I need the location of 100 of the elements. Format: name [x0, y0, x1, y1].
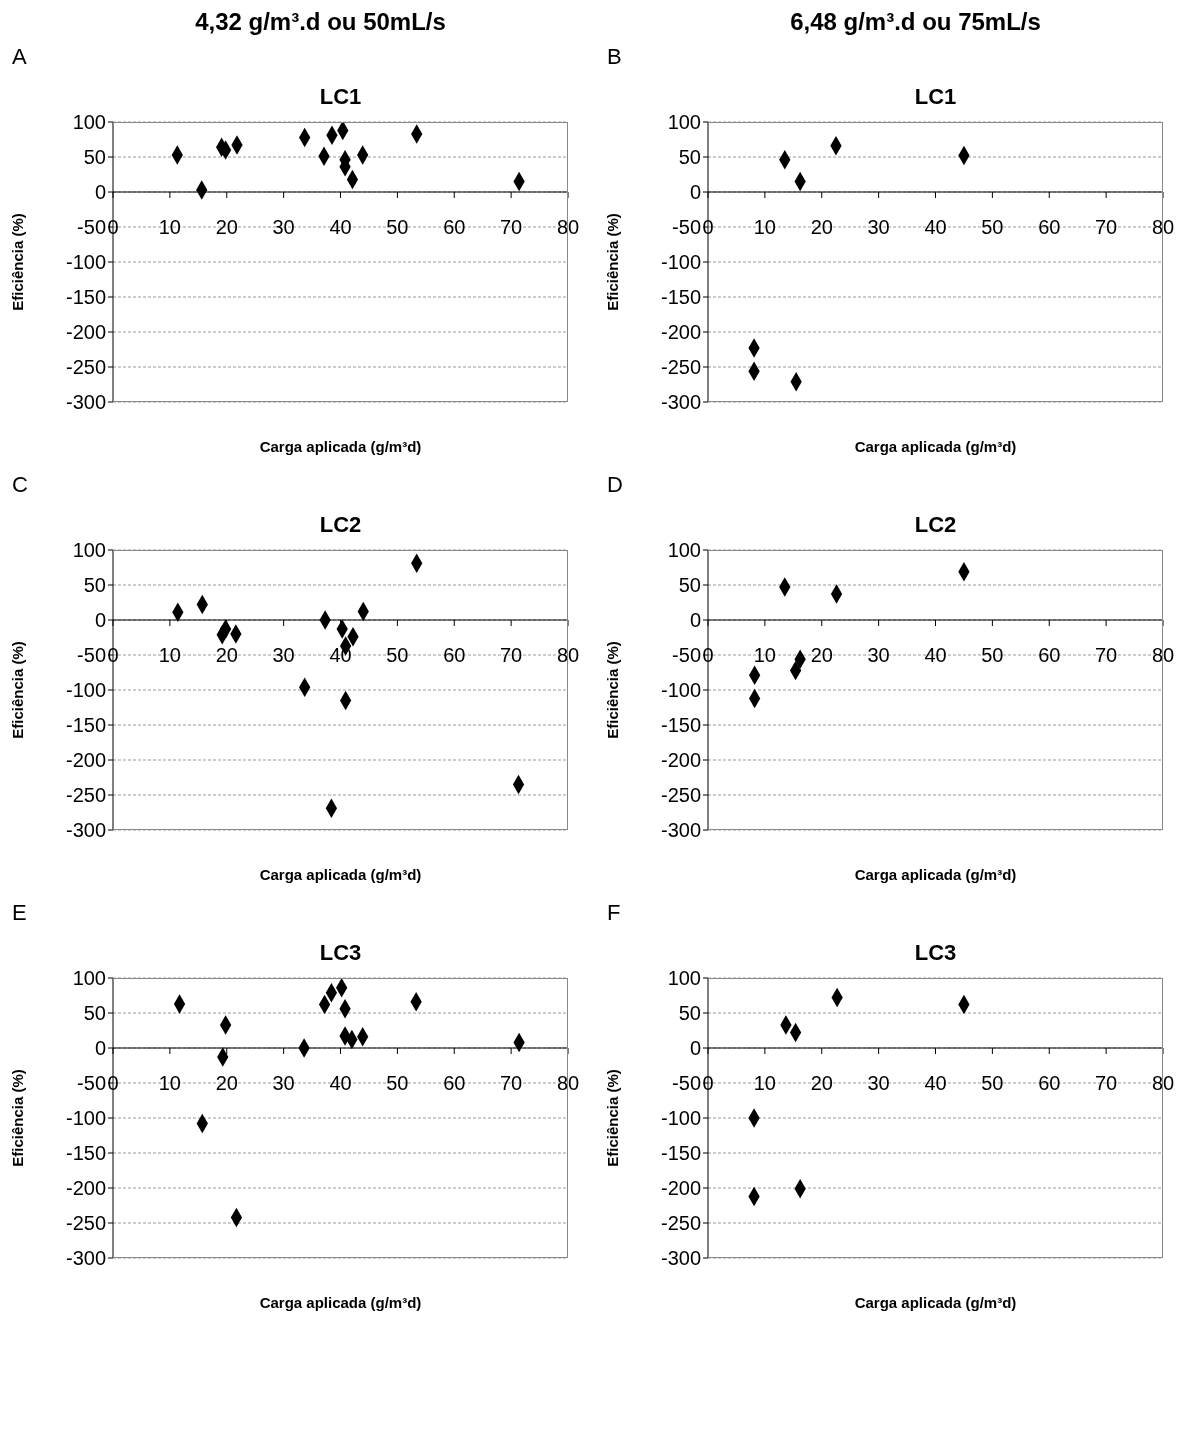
y-axis-title: Eficiência (%) [9, 641, 27, 739]
y-tick-label: 50 [83, 146, 106, 169]
y-tick-label: 50 [83, 1002, 106, 1025]
x-tick-label: 50 [981, 1072, 1004, 1094]
x-tick-label: 40 [329, 1072, 352, 1094]
text: C [11, 472, 29, 499]
y-tick-label: -150 [660, 1142, 701, 1165]
y-tick-label: -200 [660, 1177, 701, 1200]
x-tick-label: 80 [556, 644, 580, 666]
y-tick-label: 0 [689, 1037, 701, 1060]
y-tick-label: -50 [672, 1072, 701, 1095]
text: 6,48 g/m³.d ou 75mL/s [789, 8, 1042, 37]
x-tick-label: 10 [753, 1072, 776, 1094]
y-tick-label: -100 [660, 251, 701, 274]
x-tick-label: 70 [500, 1072, 523, 1094]
chart-title: LC2 [318, 512, 363, 539]
x-tick-label: 10 [753, 644, 776, 666]
y-axis-title: Eficiência (%) [9, 1069, 27, 1167]
x-tick-label: 60 [1038, 216, 1061, 238]
y-tick-label: 50 [678, 1002, 701, 1025]
y-tick-label: 100 [72, 967, 106, 990]
x-tick-label: 30 [272, 644, 295, 666]
y-tick-label: -100 [660, 679, 701, 702]
x-tick-label: 80 [556, 1072, 580, 1094]
x-tick-label: 50 [386, 644, 409, 666]
x-tick-label: 60 [1038, 1072, 1061, 1094]
x-tick-label: 30 [272, 1072, 295, 1094]
x-tick-label: 20 [215, 644, 238, 666]
x-axis-title: Carga aplicada (g/m³d) [854, 438, 1017, 455]
y-tick-label: -100 [65, 679, 106, 702]
text: F [606, 900, 622, 927]
y-tick-label: -200 [660, 321, 701, 344]
x-tick-label: 60 [1038, 644, 1061, 666]
x-tick-label: 10 [753, 216, 776, 238]
x-tick-label: 50 [981, 216, 1004, 238]
y-tick-label: -250 [660, 356, 701, 379]
chart-title: LC1 [913, 84, 958, 111]
y-tick-label: -200 [65, 1177, 106, 1200]
y-tick-label: -100 [65, 1107, 106, 1130]
y-tick-label: -150 [65, 1142, 106, 1165]
x-tick-label: 50 [981, 644, 1004, 666]
x-tick-label: 40 [924, 644, 947, 666]
y-tick-label: 100 [667, 539, 701, 562]
x-tick-label: 60 [443, 1072, 466, 1094]
x-axis-title: Carga aplicada (g/m³d) [259, 438, 422, 455]
y-tick-label: -100 [65, 251, 106, 274]
x-tick-label: 30 [272, 216, 295, 238]
y-tick-label: 0 [689, 181, 701, 204]
y-tick-label: -300 [660, 391, 701, 414]
y-tick-label: -100 [660, 1107, 701, 1130]
y-tick-label: -150 [65, 714, 106, 737]
y-tick-label: -250 [660, 1212, 701, 1235]
y-tick-label: -250 [65, 784, 106, 807]
y-axis-title: Eficiência (%) [604, 641, 622, 739]
x-tick-label: 20 [810, 1072, 833, 1094]
x-tick-label: 70 [1095, 216, 1118, 238]
y-tick-label: -50 [77, 644, 106, 667]
y-axis-title: Eficiência (%) [9, 213, 27, 311]
x-tick-label: 10 [158, 1072, 181, 1094]
y-tick-label: -150 [660, 714, 701, 737]
x-tick-label: 70 [1095, 644, 1118, 666]
x-tick-label: 60 [443, 216, 466, 238]
y-tick-label: -300 [660, 1247, 701, 1270]
x-tick-label: 30 [867, 1072, 890, 1094]
y-tick-label: -300 [660, 819, 701, 842]
y-tick-label: 0 [94, 609, 106, 632]
y-tick-label: 100 [72, 111, 106, 134]
text: 4,32 g/m³.d ou 50mL/s [194, 8, 447, 37]
x-tick-label: 30 [867, 216, 890, 238]
x-tick-label: 70 [1095, 1072, 1118, 1094]
text: B [606, 44, 623, 71]
y-tick-label: 100 [72, 539, 106, 562]
y-tick-label: -150 [660, 286, 701, 309]
y-tick-label: 100 [667, 967, 701, 990]
x-axis-title: Carga aplicada (g/m³d) [259, 1294, 422, 1311]
y-axis-title: Eficiência (%) [604, 1069, 622, 1167]
x-axis-title: Carga aplicada (g/m³d) [854, 866, 1017, 883]
x-tick-label: 40 [329, 216, 352, 238]
y-tick-label: -50 [672, 216, 701, 239]
y-tick-label: 0 [94, 181, 106, 204]
y-tick-label: 0 [94, 1037, 106, 1060]
y-tick-label: -300 [65, 1247, 106, 1270]
y-tick-label: -250 [660, 784, 701, 807]
x-tick-label: 80 [1151, 644, 1175, 666]
y-tick-label: -150 [65, 286, 106, 309]
x-tick-label: 20 [215, 216, 238, 238]
x-tick-label: 40 [924, 1072, 947, 1094]
y-tick-label: -200 [65, 321, 106, 344]
x-tick-label: 80 [556, 216, 580, 238]
x-tick-label: 70 [500, 644, 523, 666]
y-tick-label: -300 [65, 819, 106, 842]
y-tick-label: -200 [660, 749, 701, 772]
x-axis-title: Carga aplicada (g/m³d) [259, 866, 422, 883]
chart-title: LC1 [318, 84, 363, 111]
x-tick-label: 80 [1151, 1072, 1175, 1094]
chart-title: LC3 [318, 940, 363, 967]
y-tick-label: -200 [65, 749, 106, 772]
text: A [11, 44, 28, 71]
y-tick-label: -50 [77, 1072, 106, 1095]
y-tick-label: -50 [77, 216, 106, 239]
